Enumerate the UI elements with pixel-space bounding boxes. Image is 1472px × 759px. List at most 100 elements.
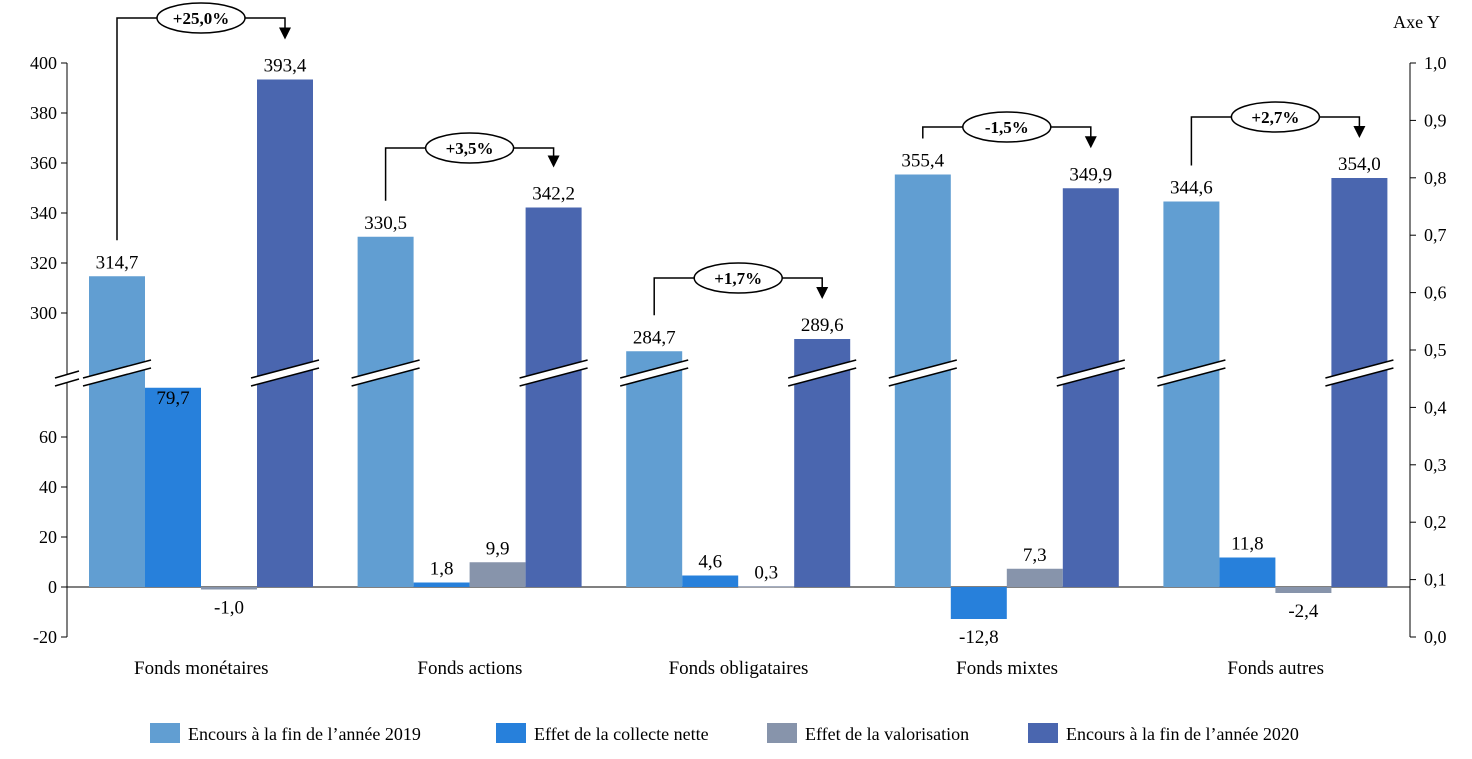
- y2-tick-label: 0,6: [1424, 283, 1447, 303]
- y2-tick-label: 0,8: [1424, 168, 1447, 188]
- y-tick-label: 300: [30, 303, 57, 323]
- x-tick-label: Fonds autres: [1227, 658, 1324, 679]
- bar: [357, 236, 414, 587]
- bar: [626, 351, 683, 587]
- annotation-label: +3,5%: [446, 139, 494, 158]
- legend-label: Encours à la fin de l’année 2019: [188, 724, 421, 744]
- y2-tick-label: 0,3: [1424, 455, 1447, 475]
- bar: [1219, 557, 1276, 587]
- y-tick-label: 360: [30, 153, 57, 173]
- bar: [413, 582, 470, 587]
- axis-breaks: [54, 359, 1394, 387]
- data-label: 355,4: [901, 151, 944, 172]
- x-tick-label: Fonds obligataires: [669, 658, 809, 679]
- annotation-arrowhead: [279, 27, 291, 40]
- bar: [469, 562, 526, 587]
- axis-break-gap: [55, 371, 79, 386]
- break-gap: [83, 360, 151, 386]
- axis-break-line: [54, 370, 80, 379]
- y2-tick-label: 0,7: [1424, 225, 1447, 245]
- y-tick-label: 60: [39, 427, 57, 447]
- annotation-label: -1,5%: [985, 118, 1029, 137]
- legend-label: Effet de la valorisation: [805, 724, 969, 744]
- bar: [1006, 568, 1063, 587]
- x-tick-label: Fonds mixtes: [956, 658, 1058, 679]
- y2-tick-label: 0,0: [1424, 627, 1447, 647]
- bar: [525, 207, 582, 587]
- break-line: [1325, 359, 1394, 379]
- break-gap: [351, 360, 420, 386]
- data-label: -1,0: [214, 598, 244, 619]
- break-line: [1157, 359, 1226, 379]
- data-label: 284,7: [633, 327, 676, 348]
- x-tick-label: Fonds actions: [417, 658, 522, 679]
- break-gap: [251, 360, 319, 386]
- y-tick-label: 20: [39, 527, 57, 547]
- y2-tick-label: 0,9: [1424, 110, 1447, 130]
- y-tick-label: -20: [33, 627, 57, 647]
- bars: [89, 79, 1388, 619]
- data-label: 1,8: [430, 559, 454, 580]
- break-line: [620, 367, 689, 387]
- data-label: -2,4: [1288, 601, 1319, 622]
- data-label: 354,0: [1338, 154, 1381, 175]
- legend-swatch: [496, 723, 526, 743]
- break-gap: [1056, 360, 1125, 386]
- annotation-arrowhead: [1084, 136, 1097, 149]
- break-gap: [620, 360, 689, 386]
- annotation-bubble: [156, 2, 246, 34]
- data-label: 393,4: [264, 56, 307, 77]
- break-line: [1056, 367, 1125, 387]
- bar: [257, 79, 313, 587]
- y2-tick-label: 1,0: [1424, 53, 1447, 73]
- y-tick-label: 0: [48, 577, 57, 597]
- bar: [1062, 188, 1119, 587]
- annotation-label: +25,0%: [173, 9, 229, 28]
- bar: [89, 276, 145, 587]
- x-tick-label: Fonds monétaires: [134, 658, 269, 679]
- break-line: [888, 359, 957, 379]
- bar: [201, 587, 257, 590]
- break-gap: [1157, 360, 1226, 386]
- y2-tick-label: 0,2: [1424, 512, 1447, 532]
- data-label: 9,9: [486, 538, 510, 559]
- break-line: [1157, 367, 1226, 387]
- data-label: 0,3: [754, 562, 778, 583]
- break-line: [82, 367, 152, 387]
- y2-axis-title: Axe Y: [1393, 12, 1440, 32]
- break-line: [1325, 367, 1394, 387]
- annotation-bubble: [962, 111, 1052, 143]
- data-label: 342,2: [532, 184, 575, 205]
- annotations: +25,0% +3,5% +1,7% -1,5% +2,7%: [116, 2, 1366, 316]
- bar: [1275, 587, 1332, 593]
- break-line: [250, 367, 320, 387]
- annotation-bubble: [1230, 101, 1321, 133]
- break-line: [788, 367, 857, 387]
- break-gap: [1325, 360, 1394, 386]
- data-label: -12,8: [959, 627, 999, 648]
- legend: Encours à la fin de l’année 2019 Effet de…: [150, 723, 1299, 744]
- legend-swatch: [767, 723, 797, 743]
- legend-swatch: [150, 723, 180, 743]
- legend-swatch: [1028, 723, 1058, 743]
- data-label: 4,6: [698, 552, 722, 573]
- annotation-bubble: [424, 132, 515, 164]
- annotation-arrowhead: [547, 155, 560, 168]
- annotation-arrowhead: [1353, 126, 1366, 138]
- bar: [738, 586, 795, 588]
- break-line: [788, 359, 857, 379]
- legend-label: Encours à la fin de l’année 2020: [1066, 724, 1299, 744]
- bar: [950, 587, 1007, 619]
- data-label: 344,6: [1170, 178, 1213, 199]
- data-label: 79,7: [156, 388, 189, 409]
- break-line: [82, 359, 152, 379]
- break-line: [519, 359, 588, 379]
- break-gap: [519, 360, 588, 386]
- axes: -20 0 20 40 60 300 320 340 360 380 400 0,0 0,1 0,2 0,3…: [30, 12, 1447, 679]
- y-tick-label: 40: [39, 477, 57, 497]
- bar: [145, 387, 201, 587]
- y-tick-label: 320: [30, 253, 57, 273]
- axis-break-line: [54, 378, 80, 387]
- break-line: [351, 367, 420, 387]
